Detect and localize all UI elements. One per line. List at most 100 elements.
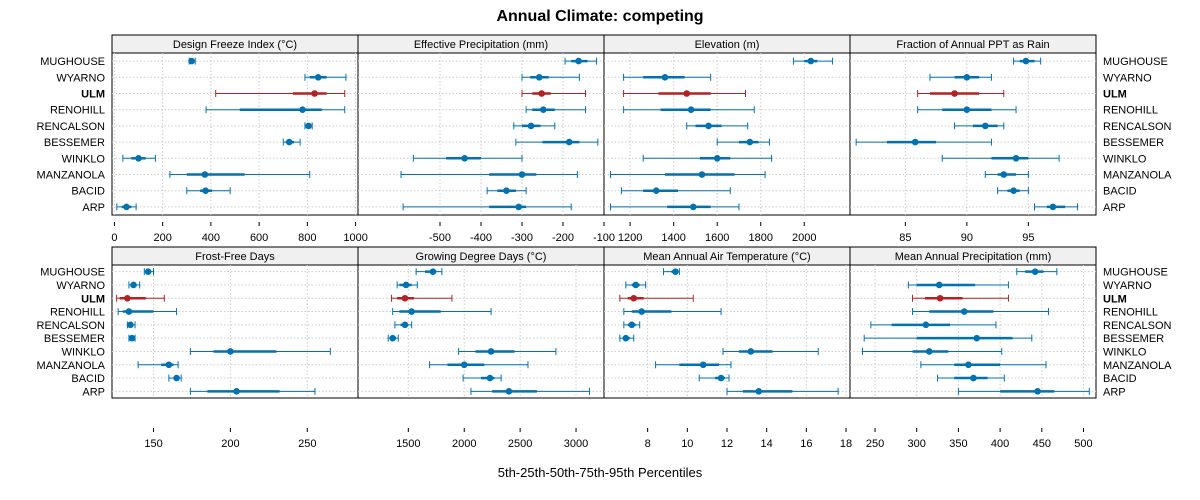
median-point — [963, 74, 971, 81]
category-label-left-winklo: WINKLO — [62, 153, 106, 165]
median-point — [135, 155, 142, 162]
x-tick-label: 1500 — [396, 438, 420, 450]
median-point — [922, 321, 930, 329]
data-row-bacid — [698, 374, 730, 382]
category-label-right-bacid: BACID — [1103, 373, 1137, 385]
x-tick-label: 350 — [949, 438, 967, 450]
data-row-ulm — [917, 90, 1005, 97]
median-point — [638, 308, 645, 315]
category-label-left-wyarno: WYARNO — [56, 72, 105, 84]
data-row-mughouse — [415, 268, 443, 276]
median-point — [401, 321, 409, 329]
category-label-right-manzanola: MANZANOLA — [1103, 360, 1172, 372]
x-tick-label: 1800 — [749, 232, 773, 244]
median-point — [960, 308, 968, 315]
data-row-bacid — [168, 374, 182, 382]
median-point — [747, 348, 755, 355]
category-label-left-bacid: BACID — [71, 186, 105, 198]
data-row-renohill — [525, 106, 587, 114]
data-row-arp — [957, 387, 1090, 395]
panel-plot-area — [357, 264, 605, 399]
x-tick-label: 8 — [645, 438, 651, 450]
data-row-rencalson — [126, 321, 136, 329]
median-point — [144, 268, 152, 275]
median-point — [687, 106, 695, 113]
category-label-right-ulm: ULM — [1103, 89, 1127, 101]
x-tick-label: 200 — [221, 438, 239, 450]
category-label-left-arp: ARP — [82, 202, 105, 214]
data-row-winklo — [458, 347, 557, 355]
median-point — [699, 361, 707, 369]
data-row-wyarno — [625, 281, 647, 289]
x-tick-label: 250 — [298, 438, 316, 450]
data-row-bessemer — [387, 334, 399, 342]
median-point — [202, 187, 209, 194]
data-row-wyarno — [396, 281, 418, 289]
x-tick-label: 1600 — [705, 232, 729, 244]
x-tick-label: -200 — [552, 232, 574, 244]
data-row-arp — [189, 387, 316, 395]
category-label-left-rencalson: RENCALSON — [37, 320, 106, 332]
x-tick-label: 16 — [800, 438, 812, 450]
data-row-rencalson — [954, 122, 1005, 130]
median-point — [713, 155, 721, 162]
data-row-mughouse — [143, 268, 155, 276]
median-point — [925, 348, 933, 355]
data-row-rencalson — [870, 321, 997, 329]
median-point — [124, 294, 131, 302]
data-row-rencalson — [513, 122, 556, 130]
data-row-wyarno — [128, 281, 141, 289]
data-row-renohill — [205, 106, 346, 114]
x-tick-label: 400 — [202, 232, 220, 244]
median-point — [285, 138, 293, 146]
category-label-right-bessemer: BESSEMER — [1103, 137, 1164, 149]
panel-title: Growing Degree Days (°C) — [416, 251, 547, 263]
category-label-right-arp: ARP — [1103, 386, 1126, 398]
data-row-manzanola — [655, 361, 732, 369]
data-row-arp — [1034, 203, 1079, 211]
category-label-left-ulm: ULM — [81, 89, 105, 101]
category-label-left-bessemer: BESSEMER — [44, 137, 105, 149]
data-row-bacid — [620, 187, 731, 195]
median-point — [503, 187, 510, 194]
x-tick-label: 800 — [298, 232, 316, 244]
x-tick-label: 95 — [1022, 232, 1034, 244]
data-row-arp — [726, 387, 839, 395]
median-point — [408, 308, 415, 315]
data-row-mughouse — [1013, 57, 1042, 65]
x-tick-label: 500 — [1074, 438, 1092, 450]
data-row-mughouse — [1016, 268, 1058, 276]
category-label-right-rencalson: RENCALSON — [1103, 320, 1172, 332]
x-tick-label: -300 — [511, 232, 533, 244]
data-row-renohill — [623, 106, 755, 114]
data-row-arp — [116, 203, 137, 211]
median-point — [538, 90, 545, 97]
median-point — [622, 334, 630, 342]
panel-title: Design Freeze Index (°C) — [173, 39, 297, 51]
x-tick-label: 450 — [1033, 438, 1051, 450]
x-tick-label: 12 — [721, 438, 733, 450]
median-point — [689, 203, 697, 211]
panel-fraction-of-annual-ppt-as-rain: Fraction of Annual PPT as Rain 85 90 95 — [849, 34, 1097, 244]
median-point — [128, 334, 136, 342]
data-row-renohill — [912, 308, 1049, 316]
data-row-bacid — [486, 187, 527, 195]
x-tick-label: 1000 — [343, 232, 367, 244]
median-point — [173, 374, 180, 382]
data-row-rencalson — [686, 122, 749, 130]
category-label-left-ulm: ULM — [81, 293, 105, 305]
median-point — [299, 106, 306, 113]
median-point — [540, 106, 547, 113]
data-row-ulm — [116, 294, 165, 302]
category-label-left-arp: ARP — [82, 386, 105, 398]
panel-growing-degree-days-c: Growing Degree Days (°C) 1500 2000 2500 3000 — [357, 246, 605, 450]
data-row-mughouse — [188, 57, 196, 65]
panel-effective-precipitation-mm: Effective Precipitation (mm) -500 -400 -300… — [357, 34, 615, 244]
x-axis-label: 5th-25th-50th-75th-95th Percentiles — [498, 465, 703, 480]
category-label-right-rencalson: RENCALSON — [1103, 121, 1172, 133]
median-point — [630, 294, 638, 302]
category-label-right-wyarno: WYARNO — [1103, 280, 1152, 292]
x-tick-label: -500 — [429, 232, 451, 244]
data-row-manzanola — [984, 171, 1029, 178]
